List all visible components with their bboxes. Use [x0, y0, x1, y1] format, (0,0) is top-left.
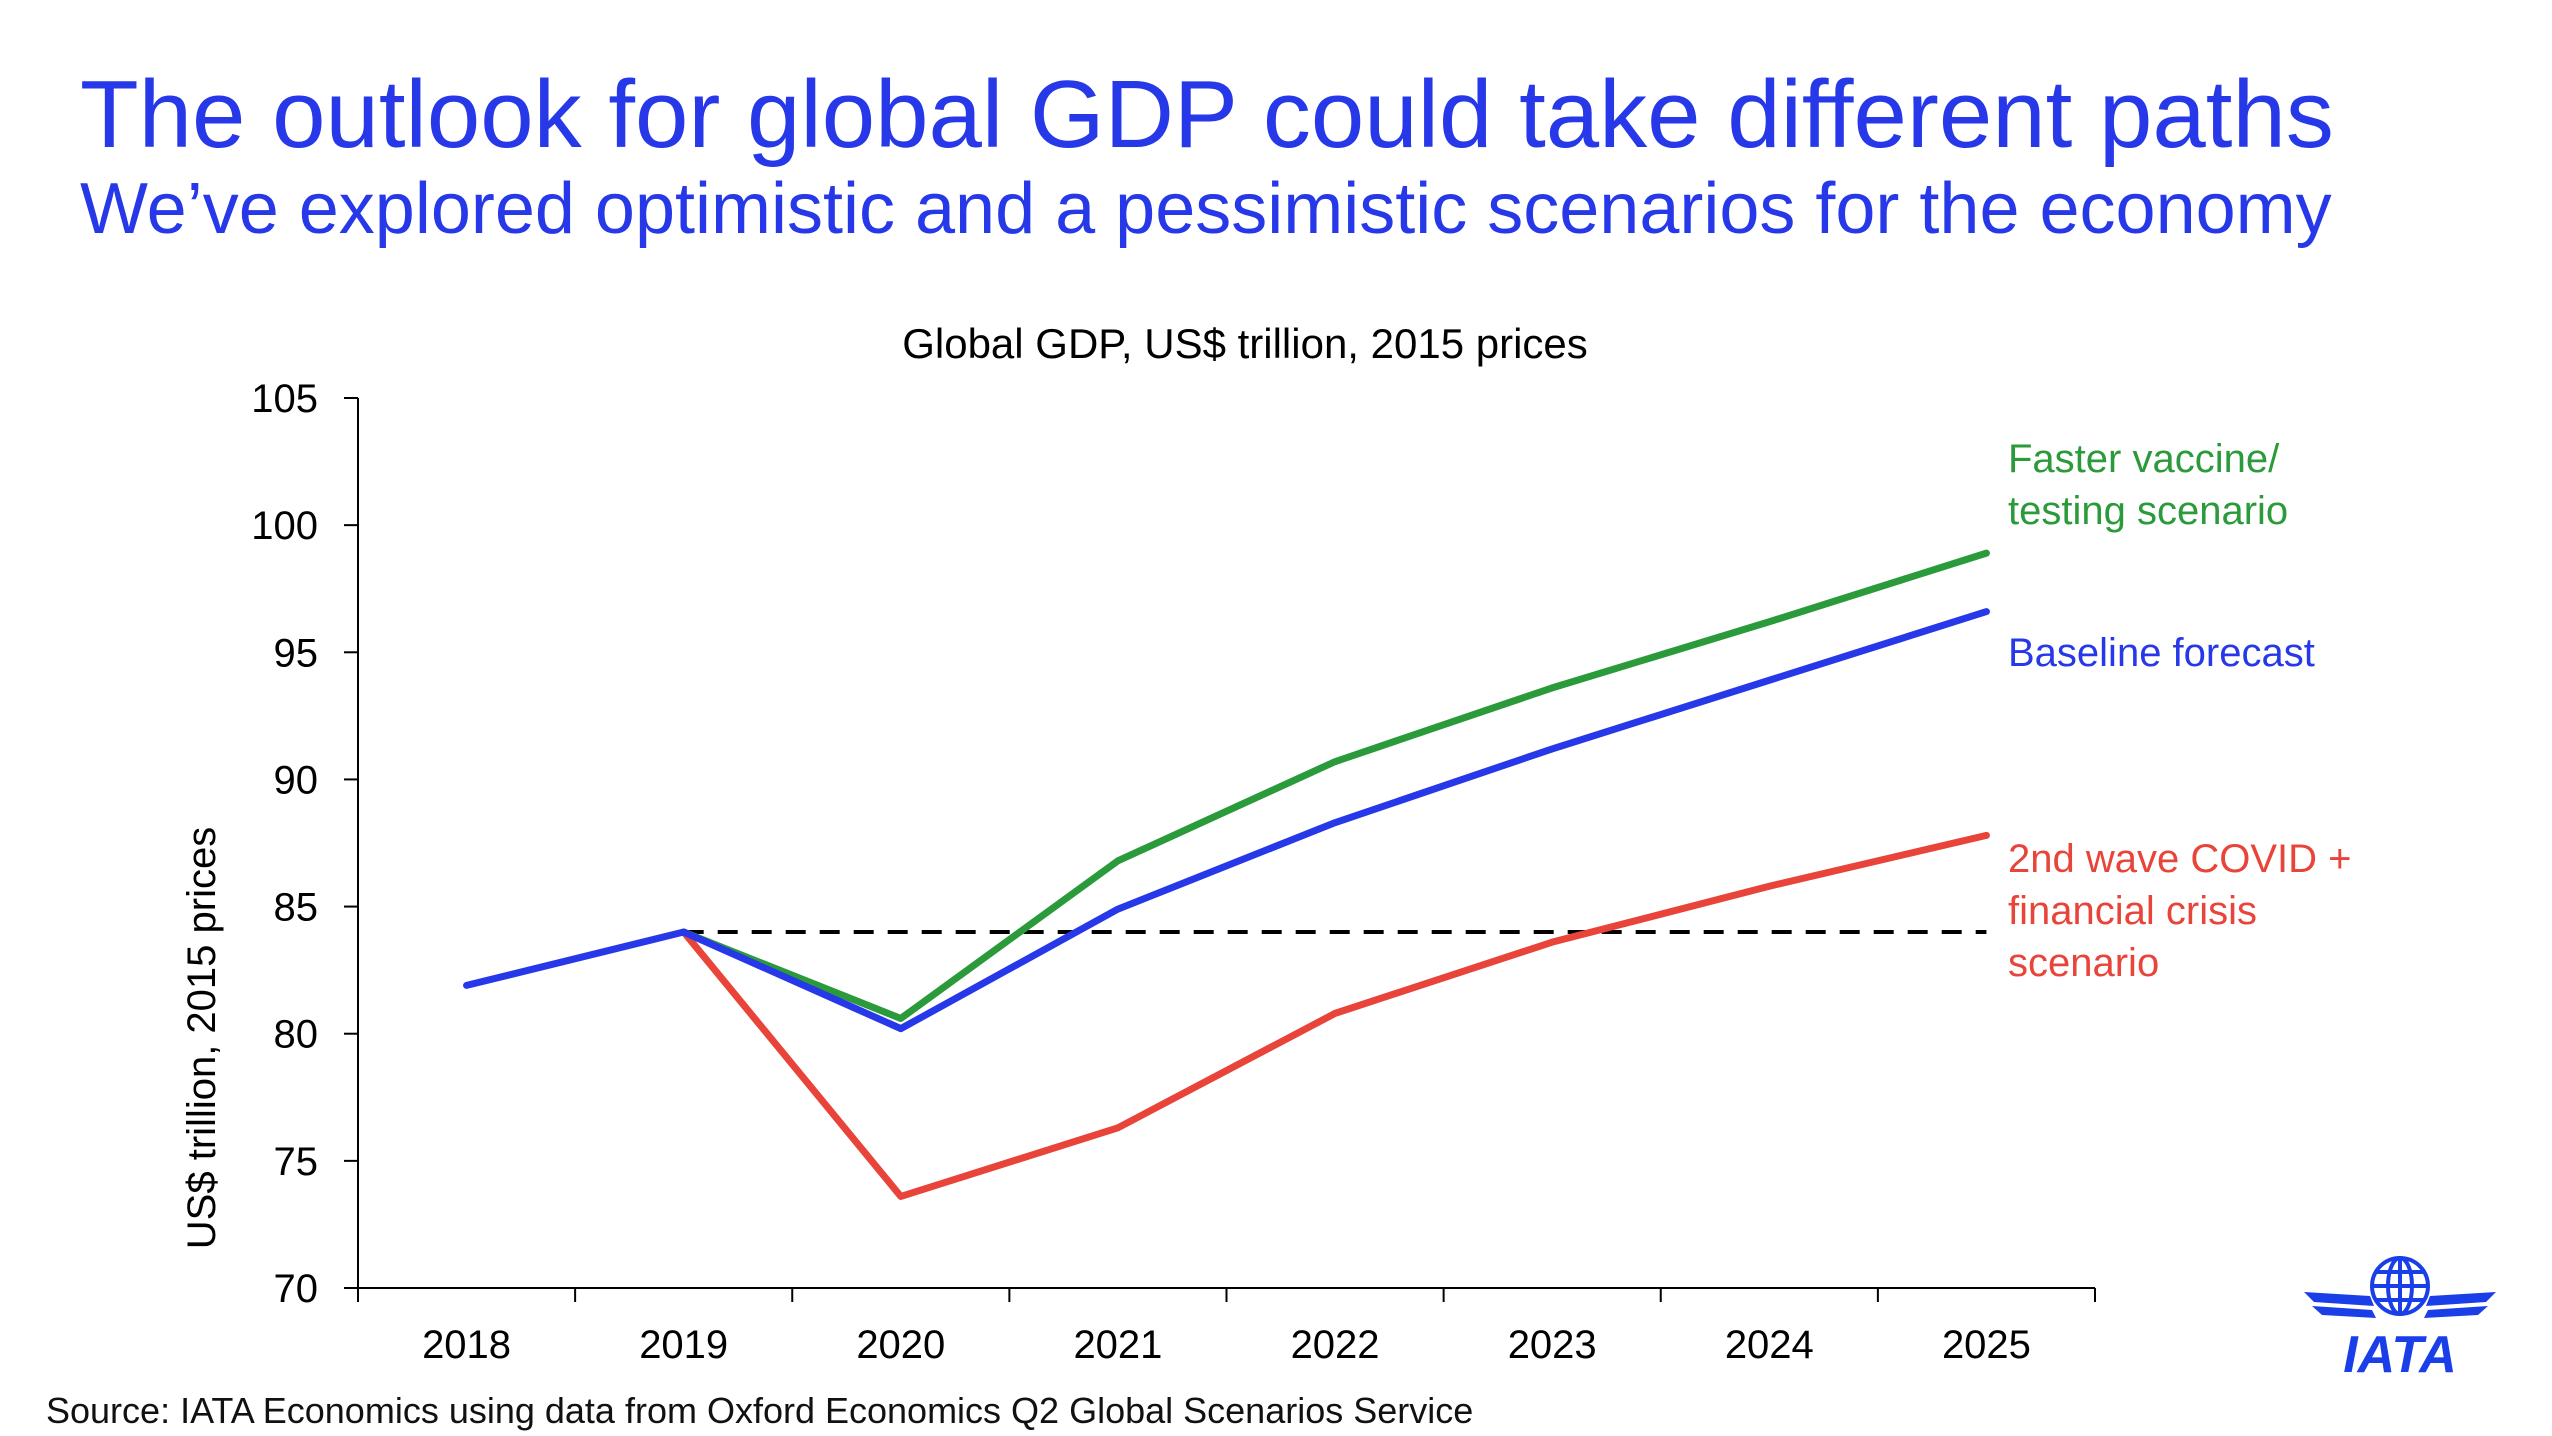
series-group [463, 549, 1990, 1200]
series-line-1 [463, 608, 1990, 1033]
iata-logo-text: IATA [2343, 1326, 2457, 1380]
y-tick-label: 85 [274, 886, 319, 930]
x-tick-label: 2023 [1508, 1323, 1597, 1367]
series-labels-group: Faster vaccine/testing scenario Baseline … [2008, 437, 2352, 985]
x-tick-label: 2021 [1073, 1323, 1162, 1367]
series-label-line: financial crisis [2008, 889, 2257, 933]
series-label-line: 2nd wave COVID + [2008, 837, 2352, 881]
y-tick-label: 75 [274, 1140, 319, 1184]
x-tick-label: 2024 [1725, 1323, 1814, 1367]
x-tick-label: 2020 [856, 1323, 945, 1367]
series-label-line: scenario [2008, 941, 2159, 985]
wings-icon [2304, 1292, 2496, 1318]
y-tick-label: 80 [274, 1013, 319, 1057]
chart-axes: 70 75 80 85 90 95 100 105 2018 2019 2020 2021 2022 20… [251, 377, 2096, 1367]
y-tick-label: 105 [251, 377, 318, 421]
page-subtitle: We’ve explored optimistic and a pessimis… [80, 169, 2332, 249]
series-label-line: Baseline forecast [2008, 631, 2315, 675]
y-tick-label: 70 [274, 1267, 319, 1311]
series-label-line: testing scenario [2008, 489, 2288, 533]
series-label-line: Faster vaccine/ [2008, 437, 2280, 481]
series-line-0 [680, 549, 1990, 1022]
page-title: The outlook for global GDP could take di… [80, 61, 2334, 168]
x-tick-label: 2019 [639, 1323, 728, 1367]
y-tick-label: 95 [274, 631, 319, 675]
y-axis-label: US$ trillion, 2015 prices [180, 827, 224, 1249]
series-line-2 [680, 831, 1990, 1200]
x-tick-label: 2025 [1942, 1323, 2031, 1367]
x-tick-label: 2022 [1291, 1323, 1380, 1367]
source-note: Source: IATA Economics using data from O… [46, 1390, 1474, 1431]
globe-icon [2370, 1256, 2430, 1316]
chart-title: Global GDP, US$ trillion, 2015 prices [902, 320, 1588, 367]
x-tick-label: 2018 [422, 1323, 511, 1367]
y-tick-label: 100 [251, 504, 318, 548]
iata-logo: IATA [2300, 1250, 2500, 1385]
y-tick-label: 90 [274, 758, 319, 802]
